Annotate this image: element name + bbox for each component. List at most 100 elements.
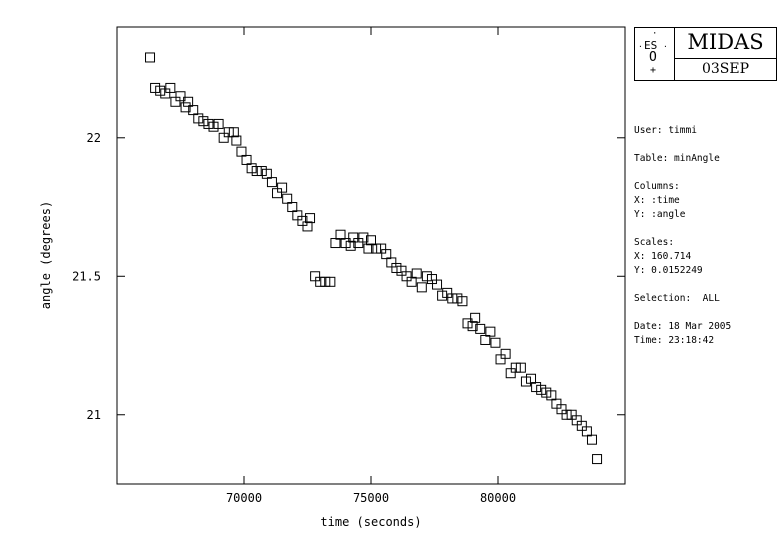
data-points <box>145 52 603 465</box>
info-panel: User: timmi Table: minAngle Columns: X: … <box>634 124 782 348</box>
data-point <box>592 454 603 465</box>
data-point <box>325 276 336 287</box>
data-point <box>515 362 526 373</box>
data-point <box>500 348 511 359</box>
data-point <box>376 243 387 254</box>
info-scales-x: X: 160.714 <box>634 251 692 262</box>
data-point <box>576 420 587 431</box>
data-point <box>520 376 531 387</box>
info-date: Date: 18 Mar 2005 <box>634 321 732 332</box>
data-point <box>581 426 592 437</box>
data-point <box>302 221 313 232</box>
data-point <box>391 262 402 273</box>
axis-tick-labels: 70000 75000 80000 21 21.5 22 <box>72 131 516 505</box>
data-point <box>287 202 298 213</box>
data-point <box>505 368 516 379</box>
data-point <box>462 318 473 329</box>
plot-frame <box>116 26 626 485</box>
data-point <box>480 334 491 345</box>
data-point <box>358 232 369 243</box>
data-point <box>218 132 229 143</box>
eso-dot-right: · <box>663 42 668 51</box>
eso-letters: ES <box>644 39 658 52</box>
data-point <box>353 238 364 249</box>
data-point <box>277 182 288 193</box>
data-point <box>447 293 458 304</box>
eso-logo: · · ES · O + <box>635 28 675 80</box>
axis-ticks <box>117 27 625 484</box>
data-point <box>571 415 582 426</box>
data-point <box>536 384 547 395</box>
data-point <box>467 321 478 332</box>
data-point <box>426 274 437 285</box>
data-point <box>366 235 376 246</box>
data-point <box>561 409 572 420</box>
data-point <box>345 240 356 251</box>
data-point <box>228 127 239 138</box>
eso-letter-o: O <box>649 50 657 65</box>
data-point <box>546 390 557 401</box>
data-point <box>363 243 374 254</box>
data-point <box>586 434 597 445</box>
data-point <box>188 105 199 116</box>
data-point <box>396 265 407 276</box>
data-point <box>213 118 224 129</box>
y-tick-label: 22 <box>87 131 101 145</box>
data-point <box>246 163 257 174</box>
data-point <box>335 229 346 240</box>
data-point <box>272 188 283 199</box>
data-point <box>437 290 448 301</box>
data-point <box>183 96 194 107</box>
data-point <box>180 102 191 113</box>
x-tick-label: 80000 <box>480 491 516 505</box>
x-tick-label: 75000 <box>353 491 389 505</box>
data-point <box>150 82 161 93</box>
x-axis-label: time (seconds) <box>320 515 421 529</box>
data-point <box>203 118 214 129</box>
eso-dot-left: · <box>638 42 643 51</box>
eso-dot-top: · <box>652 29 658 39</box>
eso-star-mark: + <box>650 65 657 76</box>
info-scales-header: Scales: <box>634 237 675 248</box>
info-columns-header: Columns: <box>634 181 680 192</box>
data-point <box>457 296 468 307</box>
data-point <box>160 88 171 99</box>
data-point <box>330 238 341 249</box>
data-point <box>297 215 308 226</box>
data-point <box>432 279 443 290</box>
data-point <box>223 127 234 138</box>
data-point <box>381 249 392 260</box>
y-tick-label: 21.5 <box>72 269 101 283</box>
midas-title: MIDAS <box>687 30 764 54</box>
data-point <box>411 268 422 279</box>
midas-date-code: 03SEP <box>675 58 776 80</box>
data-point <box>241 154 252 165</box>
data-point <box>475 323 486 334</box>
data-point <box>531 382 542 393</box>
data-point <box>421 271 432 282</box>
data-point <box>145 52 156 63</box>
data-point <box>320 276 331 287</box>
data-point <box>292 210 303 221</box>
data-point <box>236 146 247 157</box>
data-point <box>282 193 293 204</box>
info-table: Table: minAngle <box>634 153 720 164</box>
data-point <box>315 276 326 287</box>
y-tick-label: 21 <box>87 408 101 422</box>
data-point <box>490 337 501 348</box>
data-point <box>310 271 321 282</box>
data-point <box>170 96 181 107</box>
data-point <box>406 276 417 287</box>
data-point <box>401 271 412 282</box>
y-axis-label: angle (degrees) <box>39 201 53 309</box>
data-point <box>442 287 453 298</box>
data-point <box>348 232 359 243</box>
data-point <box>551 398 562 409</box>
data-point <box>566 409 577 420</box>
info-time: Time: 23:18:42 <box>634 335 715 346</box>
data-point <box>266 177 277 188</box>
data-point <box>256 166 267 177</box>
x-tick-label: 70000 <box>226 491 262 505</box>
data-point <box>452 293 463 304</box>
